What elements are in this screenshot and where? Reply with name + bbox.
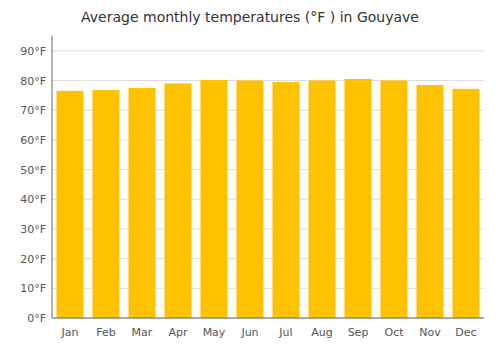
bar (453, 89, 480, 318)
bar (129, 88, 156, 318)
y-tick-label: 90°F (20, 45, 46, 58)
grid-line (52, 50, 484, 51)
bar (57, 91, 84, 318)
chart: Average monthly temperatures (°F ) in Go… (0, 0, 500, 350)
x-tick-label: Aug (311, 326, 332, 339)
x-tick-labels: Jan Feb Mar Apr May Jun Jul Aug Sep Oct Nov Dec (61, 326, 477, 339)
x-tick-label: Jan (61, 326, 79, 339)
y-tick-label: 80°F (20, 75, 46, 88)
bar (201, 80, 228, 318)
y-tick-label: 60°F (20, 134, 46, 147)
bar (237, 81, 264, 318)
bar (345, 79, 372, 318)
bars (57, 79, 480, 318)
y-tick-labels: 0°F 10°F 20°F 30°F 40°F 50°F 60°F 70°F 80°F 90°F (20, 45, 46, 325)
x-tick-label: Feb (96, 326, 115, 339)
x-tick-label: Dec (455, 326, 476, 339)
bar (309, 81, 336, 318)
y-grid (52, 51, 484, 318)
y-tick-label: 70°F (20, 104, 46, 117)
y-tick-label: 20°F (20, 253, 46, 266)
x-tick-label: Jun (240, 326, 258, 339)
x-axis-line (52, 318, 484, 319)
x-tick-label: Mar (132, 326, 153, 339)
y-tick-label: 0°F (27, 312, 46, 325)
x-tick-label: Apr (168, 326, 188, 339)
x-tick-label: Nov (419, 326, 441, 339)
y-tick-label: 40°F (20, 193, 46, 206)
y-axis-line (52, 36, 53, 318)
x-tick-label: May (203, 326, 226, 339)
bar (93, 90, 120, 318)
grid-line (52, 318, 484, 319)
bar (381, 81, 408, 318)
x-tick-label: Jul (278, 326, 292, 339)
bar (417, 85, 444, 318)
x-tick-label: Oct (384, 326, 404, 339)
x-tick-label: Sep (348, 326, 369, 339)
bar (273, 82, 300, 318)
y-tick-label: 50°F (20, 164, 46, 177)
title: Average monthly temperatures (°F ) in Go… (81, 9, 419, 25)
y-tick-label: 10°F (20, 282, 46, 295)
y-tick-label: 30°F (20, 223, 46, 236)
bar (165, 83, 192, 318)
grid-line (52, 80, 484, 81)
